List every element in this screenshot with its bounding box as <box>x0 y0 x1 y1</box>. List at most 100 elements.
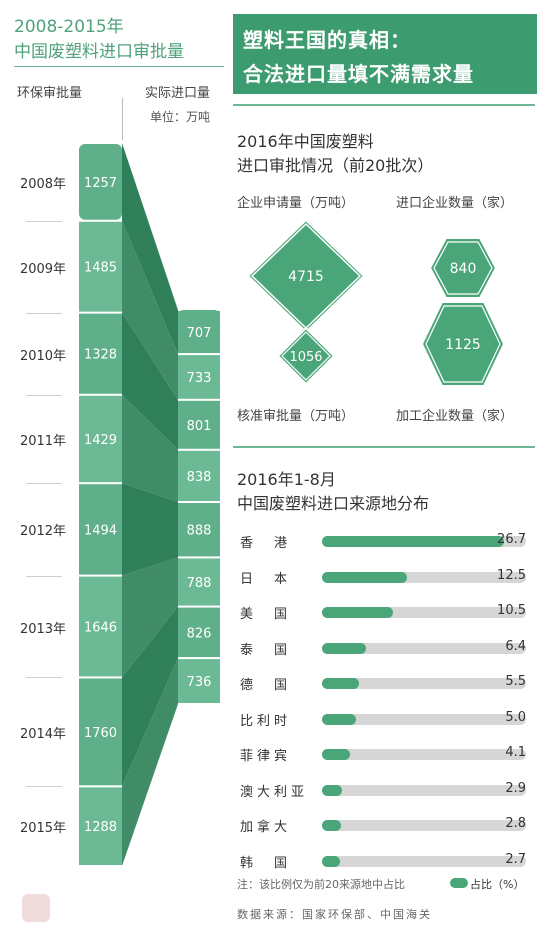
bar-track <box>322 749 526 760</box>
bar-track <box>322 713 526 725</box>
year-label: 2008年 <box>19 176 67 192</box>
bar-value-label: 6.4 <box>505 638 526 654</box>
actual-bar-segment <box>178 450 220 502</box>
sources-title-line2: 中国废塑料进口来源地分布 <box>237 494 430 513</box>
year-separator <box>26 575 62 577</box>
legend-swatch <box>450 878 468 888</box>
country-label: 香 港 <box>240 536 292 551</box>
approval-flow-chart: 1257 707 1485 733 1328 801 1429 838 1494 888 1646 7… <box>79 143 220 866</box>
year-separator <box>26 394 62 396</box>
year-label: 2011年 <box>19 433 67 449</box>
approved-value-label: 1485 <box>84 261 117 276</box>
approved-value-label: 1257 <box>84 176 117 191</box>
approved-value-label: 1760 <box>84 726 117 741</box>
actual-value-label: 838 <box>187 470 212 485</box>
actual-bar-segment <box>178 607 220 658</box>
approval-divider <box>233 446 535 448</box>
data-source: 数据来源：国家环保部、中国海关 <box>237 908 432 921</box>
year-label: 2013年 <box>19 621 67 637</box>
importers-label: 进口企业数量（家） <box>396 196 514 211</box>
headline-line1: 塑料王国的真相： <box>243 28 411 52</box>
processors-hexagon <box>420 301 506 387</box>
bar-value-label: 2.9 <box>505 780 526 796</box>
approved-label: 核准审批量（万吨） <box>237 409 355 424</box>
country-label: 比利时 <box>240 713 292 729</box>
approval-shapes: 4715 1056 840 1125 <box>246 218 506 387</box>
actual-value-label: 736 <box>187 675 212 690</box>
approved-column-header: 环保审批量 <box>17 86 83 101</box>
approved-value: 1056 <box>289 350 322 365</box>
bar-fill <box>322 607 394 618</box>
legend-label: 占比（%） <box>470 878 525 891</box>
approved-value-label: 1328 <box>84 348 117 363</box>
approved-bar-segment <box>79 395 122 483</box>
year-separator <box>26 483 62 485</box>
actual-bar-segment <box>178 503 220 557</box>
actual-bar-segment <box>178 311 220 354</box>
bar-track <box>322 678 526 689</box>
bar-track <box>322 784 526 796</box>
year-label: 2012年 <box>19 524 67 540</box>
applied-label: 企业申请量（万吨） <box>237 196 355 211</box>
unit-label: 单位：万吨 <box>150 110 211 124</box>
importers-hexagon <box>428 237 498 299</box>
bar-fill <box>322 571 407 583</box>
bar-fill <box>322 678 360 689</box>
year-separator <box>26 677 62 679</box>
year-separator <box>26 786 62 788</box>
year-separator <box>26 312 62 314</box>
approved-value-label: 1646 <box>84 621 117 636</box>
bar-value-label: 12.5 <box>497 567 526 583</box>
country-label: 韩 国 <box>240 855 292 871</box>
approved-bar-segment <box>79 221 122 312</box>
approved-diamond-inner <box>281 331 331 381</box>
approval-title-line2: 进口审批情况（前20批次） <box>237 156 434 175</box>
year-separator <box>26 220 62 222</box>
bar-value-label: 2.8 <box>505 816 526 831</box>
country-label: 日 本 <box>240 571 292 587</box>
bar-value-label: 2.7 <box>505 851 526 867</box>
actual-bar-segment <box>178 400 220 449</box>
approved-bar-segment <box>79 313 122 394</box>
flow-band <box>122 483 178 576</box>
approved-bar-segment <box>79 678 122 786</box>
country-label: 美 国 <box>240 607 292 622</box>
bar-track <box>322 855 526 867</box>
flow-band <box>122 606 178 787</box>
processors-value: 1125 <box>445 337 481 353</box>
importers-hexagon-inner <box>433 241 493 295</box>
importers-value: 840 <box>450 261 477 277</box>
flow-band <box>122 143 178 355</box>
approved-bar-segment <box>79 144 122 220</box>
footnote: 注：该比例仅为前20来源地中占比 <box>237 878 405 891</box>
approved-value-label: 1429 <box>84 433 117 448</box>
actual-value-label: 733 <box>187 371 212 386</box>
actual-bar-segment <box>178 659 220 703</box>
headline-line2: 合法进口量填不满需求量 <box>243 62 474 86</box>
bar-value-label: 5.5 <box>505 674 526 689</box>
banner-divider <box>233 104 535 106</box>
approval-title-line1: 2016年中国废塑料 <box>237 132 374 151</box>
headline-banner: 塑料王国的真相： 合法进口量填不满需求量 <box>233 14 537 94</box>
country-label: 泰 国 <box>240 642 292 658</box>
applied-value: 4715 <box>288 269 324 285</box>
bar-value-label: 26.7 <box>497 532 526 547</box>
actual-column-header: 实际进口量 <box>145 86 211 101</box>
approved-bar-segment <box>79 576 122 677</box>
left-chart-title-line2: 中国废塑料进口审批量 <box>14 42 184 62</box>
actual-value-label: 888 <box>187 524 212 539</box>
flow-band <box>122 394 178 503</box>
flow-band <box>122 658 178 866</box>
bar-value-label: 10.5 <box>497 603 526 618</box>
bar-track <box>322 820 526 831</box>
processors-label: 加工企业数量（家） <box>396 409 514 424</box>
approved-bar-segment <box>79 484 122 575</box>
flow-band <box>122 557 178 678</box>
actual-value-label: 826 <box>187 626 212 641</box>
sources-title-line1: 2016年1-8月 <box>237 470 336 489</box>
year-label: 2014年 <box>19 726 67 742</box>
approved-value-label: 1494 <box>84 523 117 538</box>
actual-bar-segment <box>178 355 220 399</box>
left-chart-title-line1: 2008-2015年 <box>14 17 124 37</box>
column-header-divider <box>122 98 123 140</box>
